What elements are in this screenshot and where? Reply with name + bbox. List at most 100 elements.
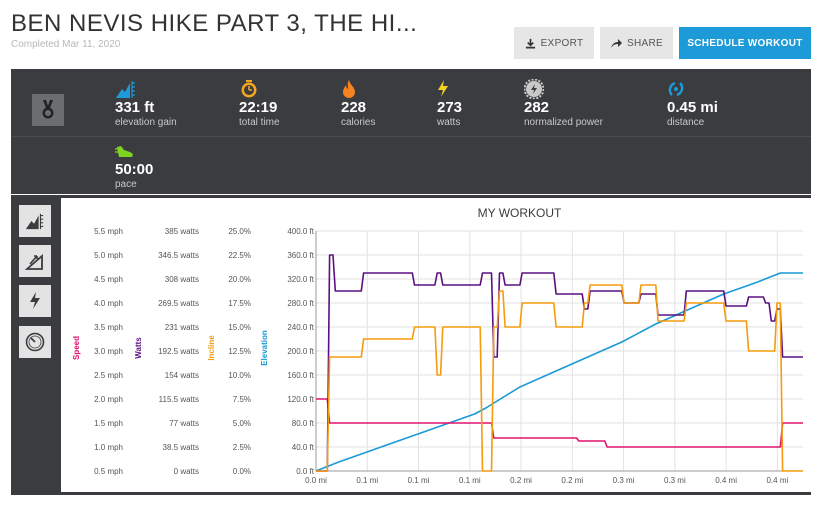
series-line-speed	[316, 398, 803, 448]
workout-chart-svg: MY WORKOUT 0.0 mi 0.1 mi 0.1 mi 0.1 mi 0.2 mi…	[72, 206, 803, 485]
stopwatch-icon	[241, 80, 257, 98]
flame-icon	[343, 80, 355, 98]
y-tick-label: 1.0 mph	[94, 443, 123, 452]
stat-value: 50:00	[115, 161, 154, 178]
chart-title: MY WORKOUT	[478, 206, 562, 220]
y-tick-label: 115.5 watts	[159, 395, 199, 404]
y-tick-label: 0 watts	[174, 467, 199, 476]
y-tick-label: 4.5 mph	[94, 275, 123, 284]
speedometer-icon	[25, 332, 45, 352]
y-tick-label: 22.5%	[228, 251, 251, 260]
y-tick-label: 0.0 ft	[296, 467, 315, 476]
export-label: EXPORT	[540, 37, 584, 49]
gear-icon	[524, 79, 544, 99]
stat-value: 0.45 mi	[667, 99, 718, 116]
incline-view-button[interactable]	[19, 245, 51, 277]
stats-divider	[11, 136, 811, 137]
stat-label: distance	[667, 117, 705, 128]
x-tick-label: 0.1 mi	[356, 476, 378, 485]
stat-distance: 0.45 mi distance	[667, 79, 718, 128]
stat-label: normalized power	[524, 117, 603, 128]
x-tick-label: 0.1 mi	[408, 476, 430, 485]
stat-calories: 228 calories	[341, 79, 375, 128]
y-tick-label: 400.0 ft	[287, 227, 314, 236]
y-tick-label: 346.5 watts	[158, 251, 199, 260]
stat-label: calories	[341, 117, 376, 128]
y-tick-label: 240.0 ft	[287, 323, 314, 332]
y-tick-label: 120.0 ft	[287, 395, 314, 404]
y-tick-label: 7.5%	[233, 395, 251, 404]
y-tick-label: 154 watts	[165, 371, 199, 380]
elevation-gain-icon	[116, 81, 135, 98]
y-tick-label: 4.0 mph	[94, 299, 123, 308]
y-tick-label: 200.0 ft	[287, 347, 314, 356]
y-tick-label: 77 watts	[169, 419, 199, 428]
y-tick-label: 360.0 ft	[287, 251, 314, 260]
lightning-icon	[438, 80, 448, 97]
speed-view-button[interactable]	[19, 326, 51, 358]
x-tick-label: 0.4 mi	[766, 476, 788, 485]
y-tick-label: 10.0%	[228, 371, 251, 380]
y-tick-label: 385 watts	[165, 227, 199, 236]
y-tick-label: 0.5 mph	[94, 467, 123, 476]
series-line-incline	[316, 284, 803, 472]
y-tick-label: 160.0 ft	[287, 371, 314, 380]
stat-label: watts	[437, 117, 461, 128]
y-tick-label: 12.5%	[228, 347, 251, 356]
series-line-elevation	[315, 272, 803, 472]
stat-value: 22:19	[239, 99, 278, 116]
download-icon	[525, 38, 535, 48]
power-view-button[interactable]	[19, 285, 51, 317]
workout-chart: MY WORKOUT 0.0 mi 0.1 mi 0.1 mi 0.1 mi 0.2 mi…	[61, 198, 811, 492]
y-tick-label: 20.0%	[228, 275, 251, 284]
y-tick-label: 15.0%	[228, 323, 251, 332]
y-tick-label: 38.5 watts	[163, 443, 199, 452]
axis-title: Elevation	[260, 330, 269, 366]
y-tick-label: 3.5 mph	[94, 323, 123, 332]
y-tick-label: 2.5 mph	[94, 371, 123, 380]
y-tick-label: 80.0 ft	[292, 419, 315, 428]
y-tick-label: 308 watts	[165, 275, 199, 284]
x-tick-label: 0.4 mi	[715, 476, 737, 485]
y-tick-label: 3.0 mph	[94, 347, 123, 356]
stat-watts: 273 watts	[437, 79, 462, 128]
stat-value: 282	[524, 99, 550, 116]
y-tick-label: 5.5 mph	[94, 227, 123, 236]
stat-total-time: 22:19 total time	[239, 79, 280, 128]
series-line-watts	[316, 254, 803, 472]
y-tick-label: 0.0%	[233, 467, 251, 476]
axis-title: Speed	[72, 336, 81, 360]
y-tick-label: 192.5 watts	[158, 347, 199, 356]
y-tick-label: 231 watts	[165, 323, 199, 332]
medal-icon	[42, 100, 54, 119]
y-tick-label: 25.0%	[228, 227, 251, 236]
stat-value: 228	[341, 99, 367, 116]
stat-value: 331 ft	[115, 99, 155, 116]
y-tick-label: 5.0%	[233, 419, 251, 428]
share-arrow-icon	[611, 38, 623, 48]
share-button[interactable]: SHARE	[600, 27, 673, 59]
x-tick-label: 0.0 mi	[305, 476, 327, 485]
x-tick-label: 0.2 mi	[561, 476, 583, 485]
elevation-chart-icon	[25, 213, 44, 230]
schedule-workout-button[interactable]: SCHEDULE WORKOUT	[679, 27, 811, 59]
pace-shoe-icon	[115, 146, 133, 157]
page-title: BEN NEVIS HIKE PART 3, THE HI...	[11, 10, 418, 37]
stat-label: pace	[115, 179, 137, 190]
export-button[interactable]: EXPORT	[514, 27, 594, 59]
x-tick-label: 0.3 mi	[613, 476, 635, 485]
chart-panel: MY WORKOUT 0.0 mi 0.1 mi 0.1 mi 0.1 mi 0.2 mi…	[11, 195, 811, 495]
y-tick-label: 5.0 mph	[94, 251, 123, 260]
axis-title: Incline	[207, 335, 216, 361]
stat-label: elevation gain	[115, 117, 177, 128]
elevation-view-button[interactable]	[19, 205, 51, 237]
y-tick-label: 269.5 watts	[158, 299, 199, 308]
y-tick-label: 40.0 ft	[292, 443, 315, 452]
y-tick-label: 2.5%	[233, 443, 251, 452]
stat-pace: 50:00 pace	[115, 141, 153, 190]
axis-title: Watts	[134, 337, 143, 359]
distance-icon	[668, 81, 684, 97]
stats-panel: 331 ft elevation gain 22:19 total time 2…	[11, 69, 811, 194]
x-tick-label: 0.3 mi	[664, 476, 686, 485]
